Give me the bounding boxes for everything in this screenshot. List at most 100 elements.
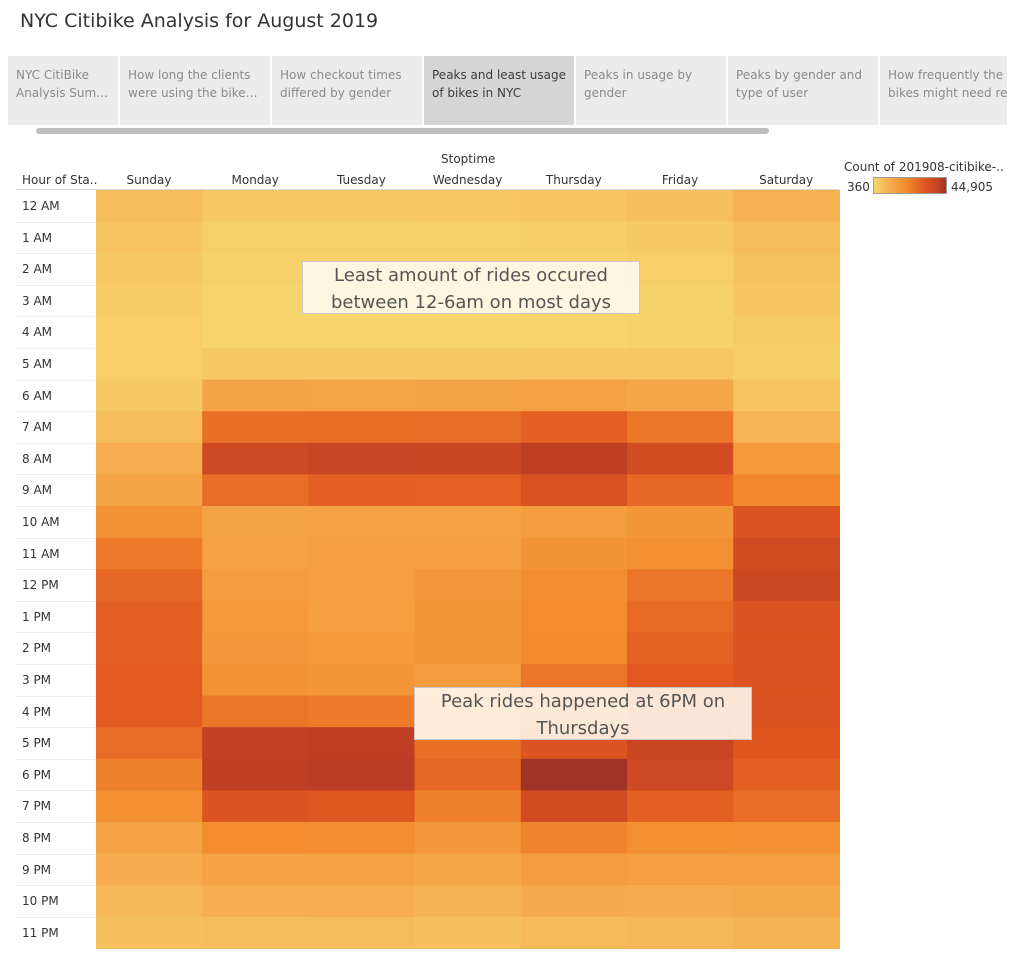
heatmap-cell[interactable]: [96, 822, 203, 854]
heatmap-cell[interactable]: [627, 316, 734, 348]
heatmap-cell[interactable]: [96, 569, 203, 601]
heatmap-cell[interactable]: [521, 222, 628, 254]
heatmap-cell[interactable]: [202, 411, 309, 443]
heatmap-cell[interactable]: [627, 632, 734, 664]
heatmap-cell[interactable]: [627, 790, 734, 822]
heatmap-cell[interactable]: [733, 443, 840, 475]
heatmap-cell[interactable]: [415, 822, 522, 854]
heatmap-cell[interactable]: [308, 885, 415, 917]
heatmap-cell[interactable]: [202, 601, 309, 633]
heatmap-cell[interactable]: [733, 506, 840, 538]
heatmap-cell[interactable]: [308, 632, 415, 664]
heatmap-cell[interactable]: [627, 506, 734, 538]
heatmap-cell[interactable]: [202, 727, 309, 759]
heatmap-cell[interactable]: [415, 443, 522, 475]
heatmap-cell[interactable]: [96, 506, 203, 538]
heatmap-cell[interactable]: [733, 885, 840, 917]
heatmap-cell[interactable]: [308, 190, 415, 222]
heatmap-cell[interactable]: [96, 474, 203, 506]
heatmap-cell[interactable]: [415, 316, 522, 348]
heatmap-cell[interactable]: [521, 790, 628, 822]
heatmap-cell[interactable]: [733, 380, 840, 412]
heatmap-cell[interactable]: [308, 569, 415, 601]
heatmap-cell[interactable]: [627, 411, 734, 443]
heatmap-cell[interactable]: [96, 696, 203, 728]
heatmap-cell[interactable]: [96, 348, 203, 380]
heatmap-cell[interactable]: [202, 316, 309, 348]
heatmap-cell[interactable]: [308, 380, 415, 412]
heatmap-cell[interactable]: [627, 222, 734, 254]
heatmap-cell[interactable]: [627, 285, 734, 317]
heatmap-cell[interactable]: [415, 632, 522, 664]
heatmap-cell[interactable]: [308, 822, 415, 854]
heatmap-cell[interactable]: [415, 474, 522, 506]
heatmap-cell[interactable]: [96, 316, 203, 348]
heatmap-cell[interactable]: [308, 727, 415, 759]
heatmap-cell[interactable]: [415, 569, 522, 601]
heatmap-cell[interactable]: [521, 632, 628, 664]
heatmap-cell[interactable]: [521, 601, 628, 633]
heatmap-cell[interactable]: [415, 790, 522, 822]
heatmap-cell[interactable]: [202, 222, 309, 254]
heatmap-cell[interactable]: [308, 601, 415, 633]
heatmap-cell[interactable]: [415, 538, 522, 570]
heatmap-cell[interactable]: [96, 759, 203, 791]
heatmap-cell[interactable]: [733, 917, 840, 949]
heatmap-cell[interactable]: [733, 253, 840, 285]
heatmap-cell[interactable]: [308, 474, 415, 506]
heatmap-cell[interactable]: [202, 569, 309, 601]
heatmap-cell[interactable]: [415, 506, 522, 538]
heatmap-cell[interactable]: [202, 885, 309, 917]
heatmap-cell[interactable]: [202, 190, 309, 222]
heatmap-cell[interactable]: [202, 253, 309, 285]
heatmap-cell[interactable]: [96, 411, 203, 443]
heatmap-cell[interactable]: [308, 506, 415, 538]
heatmap-cell[interactable]: [202, 506, 309, 538]
heatmap-cell[interactable]: [308, 538, 415, 570]
heatmap-cell[interactable]: [96, 601, 203, 633]
heatmap-cell[interactable]: [415, 917, 522, 949]
heatmap-cell[interactable]: [733, 348, 840, 380]
heatmap-cell[interactable]: [96, 664, 203, 696]
heatmap-cell[interactable]: [627, 380, 734, 412]
heatmap-cell[interactable]: [627, 253, 734, 285]
heatmap-cell[interactable]: [308, 222, 415, 254]
heatmap-cell[interactable]: [733, 569, 840, 601]
heatmap-cell[interactable]: [415, 411, 522, 443]
heatmap-cell[interactable]: [202, 696, 309, 728]
heatmap-cell[interactable]: [415, 885, 522, 917]
heatmap-cell[interactable]: [308, 664, 415, 696]
heatmap-cell[interactable]: [308, 759, 415, 791]
heatmap-cell[interactable]: [202, 790, 309, 822]
heatmap-cell[interactable]: [733, 285, 840, 317]
heatmap-cell[interactable]: [308, 854, 415, 886]
heatmap-cell[interactable]: [202, 538, 309, 570]
heatmap-cell[interactable]: [627, 190, 734, 222]
heatmap-cell[interactable]: [521, 411, 628, 443]
heatmap-cell[interactable]: [202, 380, 309, 412]
heatmap-cell[interactable]: [733, 222, 840, 254]
heatmap-cell[interactable]: [415, 222, 522, 254]
heatmap-cell[interactable]: [521, 474, 628, 506]
heatmap-cell[interactable]: [415, 759, 522, 791]
heatmap-cell[interactable]: [308, 348, 415, 380]
heatmap-cell[interactable]: [521, 917, 628, 949]
heatmap-cell[interactable]: [627, 917, 734, 949]
heatmap-cell[interactable]: [308, 790, 415, 822]
heatmap-cell[interactable]: [308, 316, 415, 348]
heatmap-cell[interactable]: [521, 759, 628, 791]
heatmap-cell[interactable]: [415, 348, 522, 380]
heatmap-cell[interactable]: [733, 822, 840, 854]
heatmap-cell[interactable]: [627, 854, 734, 886]
heatmap-cell[interactable]: [627, 885, 734, 917]
heatmap-cell[interactable]: [733, 316, 840, 348]
heatmap-cell[interactable]: [627, 759, 734, 791]
heatmap-cell[interactable]: [733, 190, 840, 222]
heatmap-cell[interactable]: [521, 348, 628, 380]
heatmap-cell[interactable]: [202, 632, 309, 664]
heatmap-cell[interactable]: [96, 222, 203, 254]
heatmap-cell[interactable]: [96, 538, 203, 570]
heatmap-cell[interactable]: [308, 411, 415, 443]
heatmap-cell[interactable]: [96, 285, 203, 317]
